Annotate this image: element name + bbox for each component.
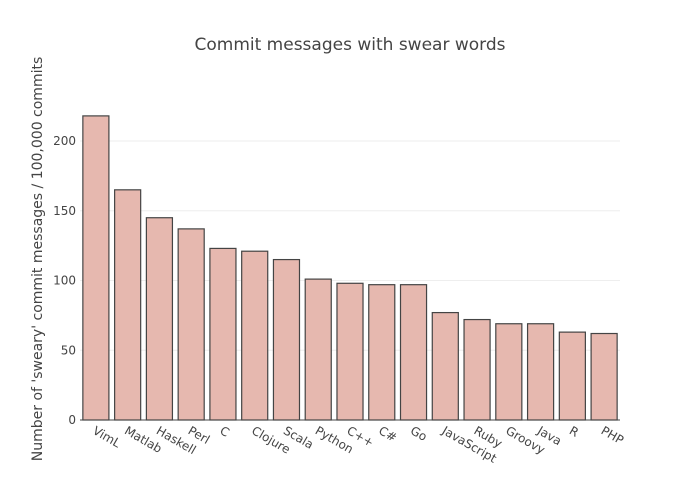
x-tick-label: PHP	[599, 423, 626, 447]
bar-javascript	[431, 311, 459, 421]
bar-perl	[177, 228, 205, 421]
bar-java	[526, 323, 555, 421]
y-tick-label: 200	[53, 134, 76, 148]
bar-clojure	[241, 250, 269, 421]
bar-c++	[336, 282, 364, 421]
bar-go	[399, 284, 428, 421]
x-tick-label: R	[567, 423, 581, 439]
bar-c	[209, 247, 237, 421]
x-tick-label: Go	[408, 423, 429, 443]
bar-haskell	[145, 217, 174, 421]
x-tick-label: VimL	[90, 423, 123, 450]
y-tick-label: 50	[61, 343, 76, 357]
y-tick-label: 0	[68, 413, 76, 427]
bar-viml	[82, 115, 110, 421]
x-tick-label: C	[217, 423, 231, 439]
bar-scala	[272, 258, 301, 421]
bar-c#	[368, 284, 396, 421]
y-tick-label: 150	[53, 204, 76, 218]
bar-python	[304, 278, 332, 421]
bar-groovy	[495, 323, 523, 421]
x-tick-label: C#	[376, 423, 399, 444]
chart-title: Commit messages with swear words	[195, 35, 506, 55]
bar-r	[558, 331, 586, 421]
bar-matlab	[114, 189, 142, 421]
bars	[82, 115, 618, 421]
bar-php	[590, 332, 618, 421]
y-axis-label: Number of 'sweary' commit messages / 100…	[30, 57, 46, 462]
y-tick-label: 100	[53, 274, 76, 288]
bar-ruby	[463, 318, 491, 421]
y-tick-labels: 0 50 100 150 200	[53, 134, 76, 427]
